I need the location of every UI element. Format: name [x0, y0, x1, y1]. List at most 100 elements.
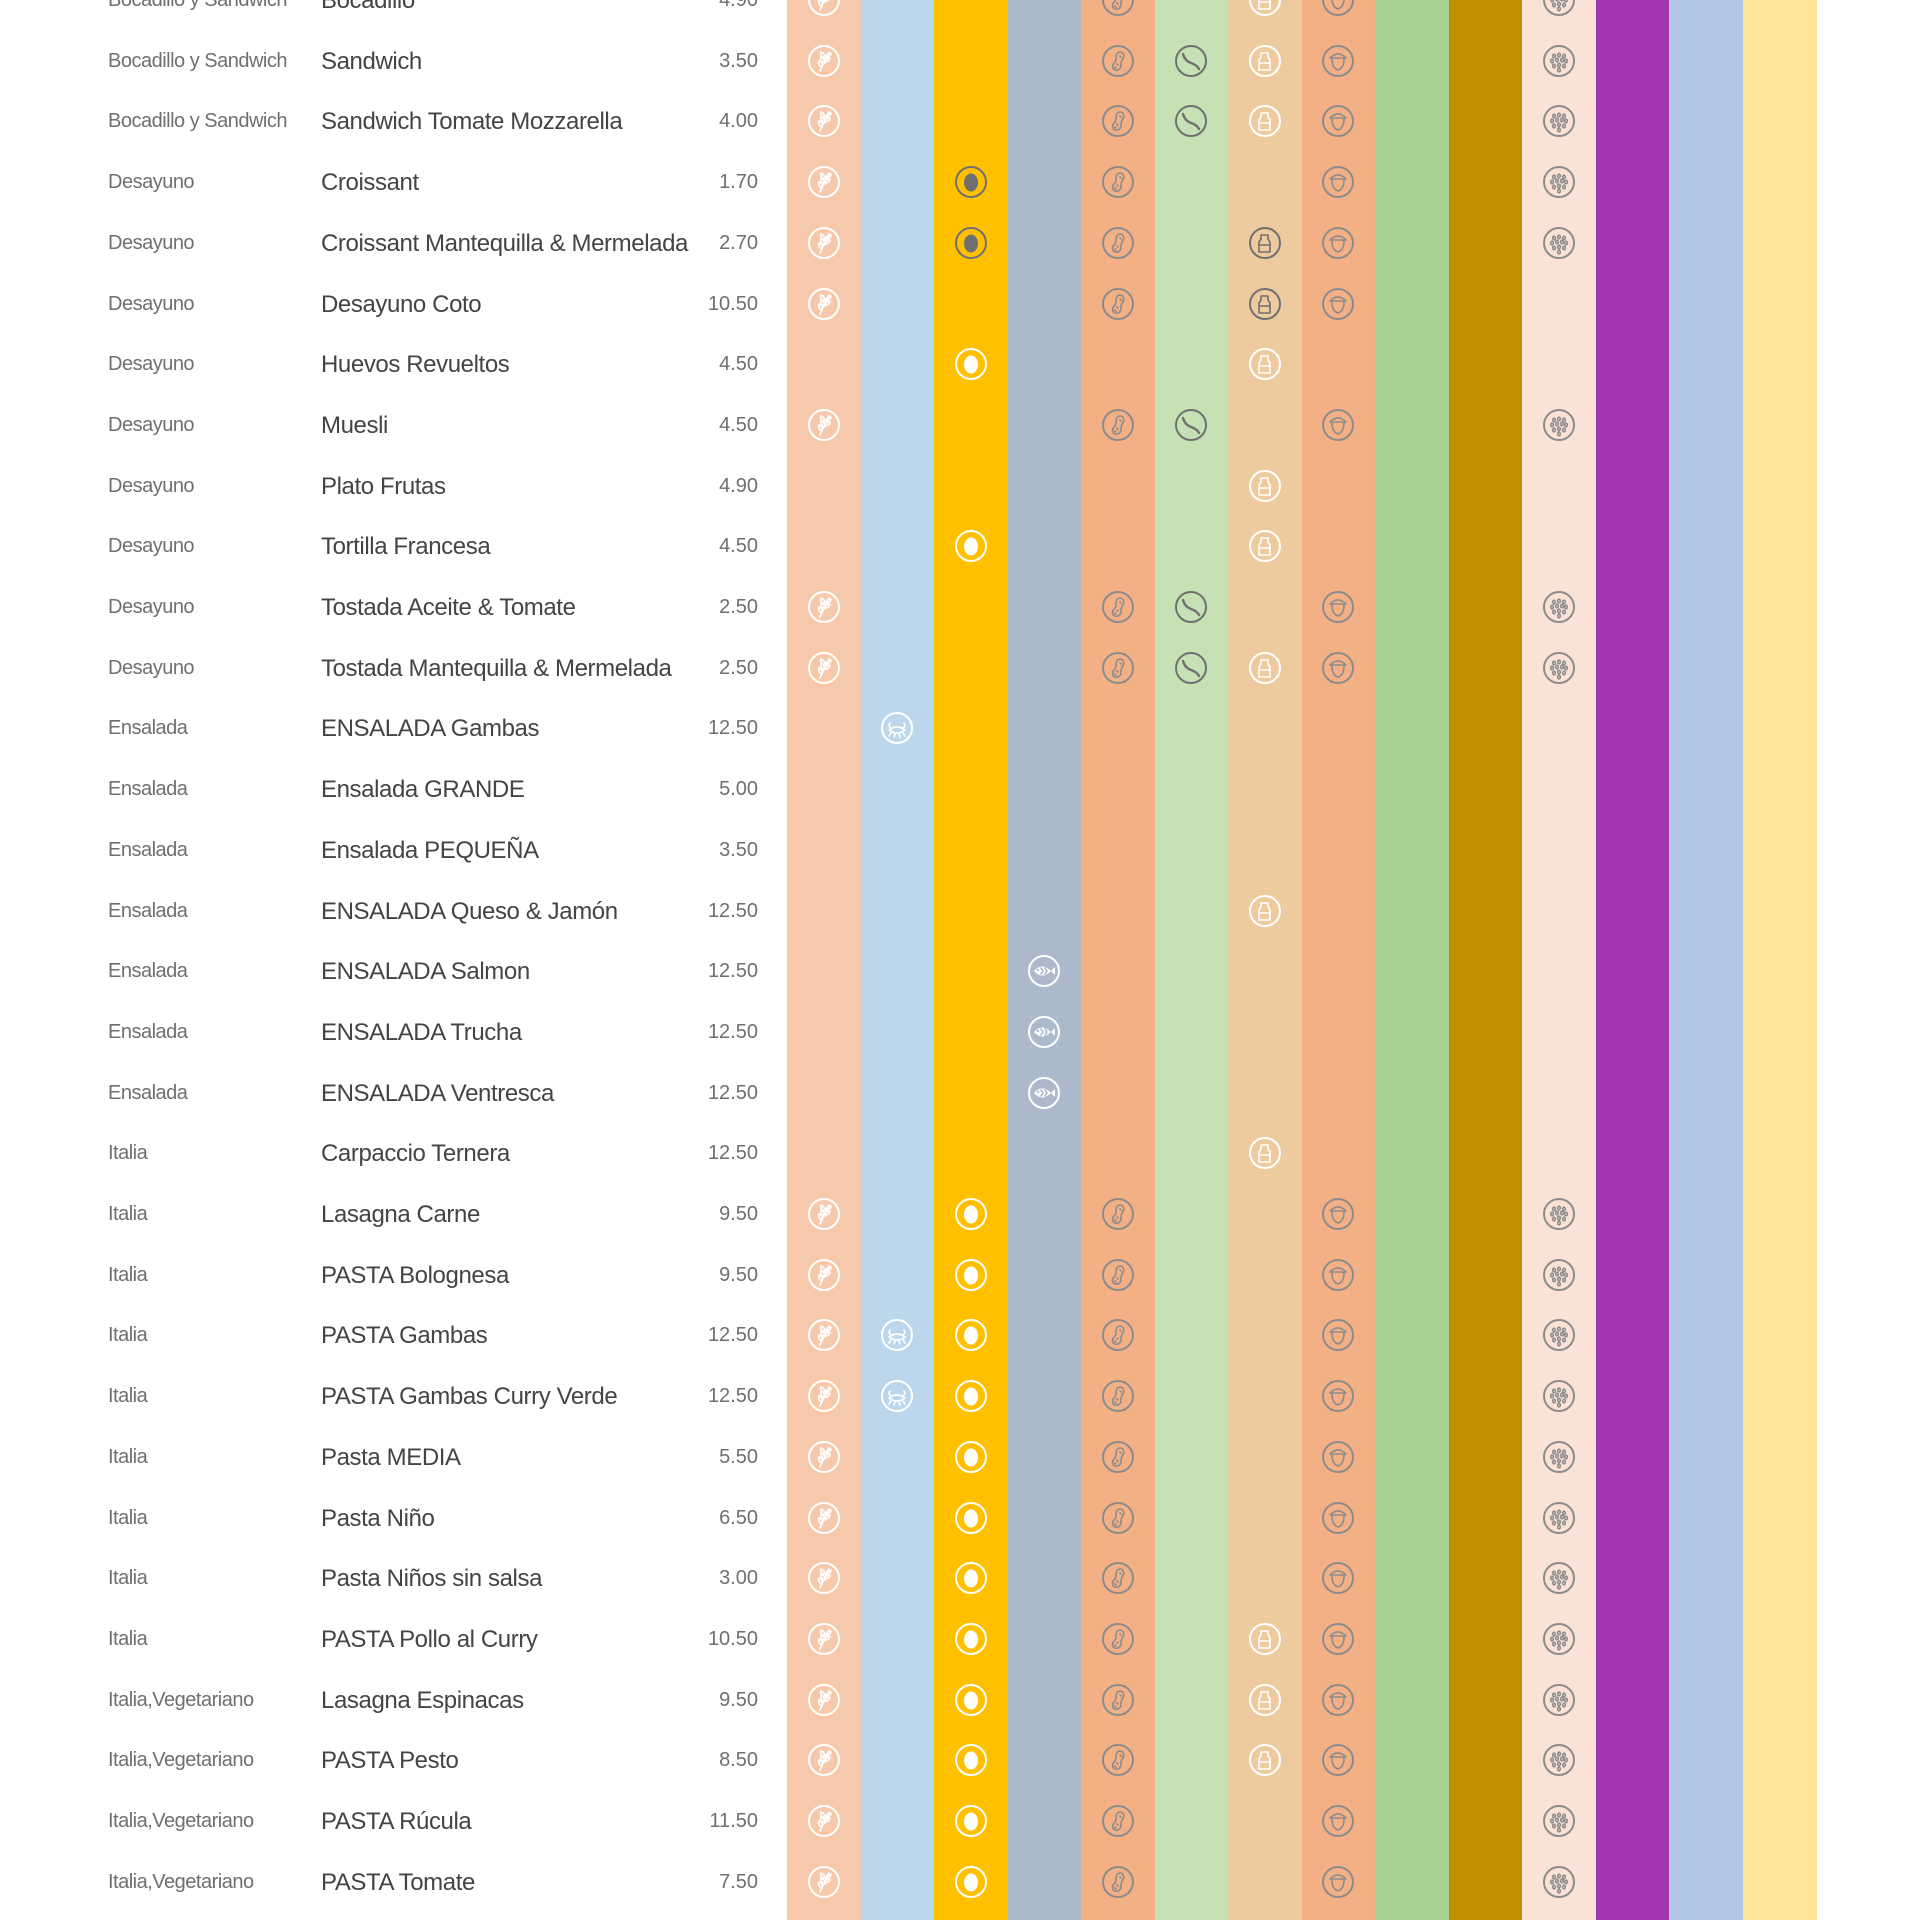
nut-icon: [1321, 1318, 1355, 1352]
dish-name: Pasta MEDIA: [321, 1443, 461, 1471]
nut-icon: [1321, 1561, 1355, 1595]
milk-bottle-icon: [1248, 104, 1282, 138]
soy-pod-icon: [1174, 590, 1208, 624]
peanut-icon: [1101, 590, 1135, 624]
sesame-icon: [1542, 226, 1576, 260]
wheat-icon: [807, 1683, 841, 1717]
sesame-icon: [1542, 44, 1576, 78]
milk-bottle-icon: [1248, 287, 1282, 321]
sesame-icon: [1542, 0, 1576, 17]
peanut-icon: [1101, 0, 1135, 17]
menu-row: Ensalada ENSALADA Trucha 12.50: [0, 1002, 1920, 1063]
dish-name: Croissant: [321, 169, 419, 197]
dish-price: 9.50: [719, 1688, 758, 1711]
egg-icon: [954, 1865, 988, 1899]
sesame-icon: [1542, 408, 1576, 442]
dish-category: Italia: [108, 1203, 148, 1225]
menu-row: Italia Pasta Niños sin salsa 3.00: [0, 1548, 1920, 1609]
dish-category: Ensalada: [108, 717, 188, 740]
menu-row: Italia,Vegetariano PASTA Tomate 7.50: [0, 1852, 1920, 1913]
milk-bottle-icon: [1248, 226, 1282, 260]
dish-price: 2.70: [719, 231, 758, 254]
dish-name: ENSALADA Trucha: [321, 1018, 522, 1046]
milk-bottle-icon: [1248, 651, 1282, 685]
dish-price: 12.50: [707, 899, 758, 922]
nut-icon: [1321, 1197, 1355, 1231]
dish-category: Desayuno: [108, 535, 195, 558]
menu-row: Desayuno Huevos Revueltos 4.50: [0, 334, 1920, 395]
dish-price: 4.50: [719, 413, 758, 436]
egg-icon: [954, 1197, 988, 1231]
dish-name: Desayuno Coto: [321, 290, 482, 318]
dish-category: Desayuno: [108, 596, 195, 618]
nut-icon: [1321, 287, 1355, 321]
dish-category: Desayuno: [108, 292, 195, 315]
dish-category: Ensalada: [108, 1081, 188, 1104]
wheat-icon: [807, 1743, 841, 1777]
menu-row: Bocadillo y Sandwich Sandwich 3.50: [0, 31, 1920, 92]
sesame-icon: [1542, 590, 1576, 624]
wheat-icon: [807, 1197, 841, 1231]
dish-category: Bocadillo y Sandwich: [108, 0, 288, 11]
menu-row: Italia Pasta MEDIA 5.50: [0, 1427, 1920, 1488]
menu-row: Bocadillo y Sandwich Bocadillo 4.90: [0, 0, 1920, 31]
fish-icon: [1027, 954, 1061, 988]
egg-icon: [954, 1683, 988, 1717]
dish-category: Ensalada: [108, 899, 188, 922]
dish-category: Italia,Vegetariano: [108, 1749, 254, 1772]
dish-name: PASTA Pesto: [321, 1747, 459, 1775]
menu-row: Bocadillo y Sandwich Sandwich Tomate Mozz…: [0, 91, 1920, 152]
dish-name: PASTA Pollo al Curry: [321, 1625, 538, 1653]
peanut-icon: [1101, 1197, 1135, 1231]
dish-name: Tortilla Francesa: [321, 533, 491, 561]
menu-row: Italia PASTA Pollo al Curry 10.50: [0, 1609, 1920, 1670]
milk-bottle-icon: [1248, 1743, 1282, 1777]
wheat-icon: [807, 1318, 841, 1352]
wheat-icon: [807, 408, 841, 442]
dish-category: Bocadillo y Sandwich: [108, 49, 288, 72]
dish-category: Desayuno: [108, 171, 195, 194]
peanut-icon: [1101, 651, 1135, 685]
dish-category: Italia: [108, 1263, 148, 1286]
menu-row: Italia Carpaccio Ternera 12.50: [0, 1123, 1920, 1184]
dish-category: Desayuno: [108, 413, 195, 436]
column-celery: [1375, 0, 1450, 1920]
column-milk: [1228, 0, 1303, 1920]
soy-pod-icon: [1174, 408, 1208, 442]
dish-name: ENSALADA Gambas: [321, 715, 540, 743]
dish-category: Italia: [108, 1627, 148, 1650]
column-fish: [1007, 0, 1082, 1920]
nut-icon: [1321, 1622, 1355, 1656]
wheat-icon: [807, 226, 841, 260]
crab-icon: [880, 1318, 914, 1352]
wheat-icon: [807, 1501, 841, 1535]
milk-bottle-icon: [1248, 0, 1282, 17]
milk-bottle-icon: [1248, 1622, 1282, 1656]
menu-row: Italia,Vegetariano Lasagna Espinacas 9.50: [0, 1670, 1920, 1731]
sesame-icon: [1542, 1258, 1576, 1292]
menu-row: Italia Pasta Niño 6.50: [0, 1488, 1920, 1549]
menu-row: Ensalada Ensalada PEQUEÑA 3.50: [0, 820, 1920, 881]
dish-price: 12.50: [707, 1142, 758, 1165]
dish-category: Italia,Vegetariano: [108, 1688, 254, 1711]
fish-icon: [1027, 1015, 1061, 1049]
milk-bottle-icon: [1248, 529, 1282, 563]
dish-category: Italia: [108, 1324, 148, 1347]
dish-price: 3.50: [719, 838, 758, 861]
dish-name: Ensalada GRANDE: [321, 776, 525, 804]
menu-row: Italia PASTA Gambas 12.50: [0, 1305, 1920, 1366]
nut-icon: [1321, 1865, 1355, 1899]
dish-price: 12.50: [707, 717, 758, 740]
column-peanuts: [1081, 0, 1156, 1920]
milk-bottle-icon: [1248, 1683, 1282, 1717]
peanut-icon: [1101, 1258, 1135, 1292]
sesame-icon: [1542, 1379, 1576, 1413]
sesame-icon: [1542, 1743, 1576, 1777]
milk-bottle-icon: [1248, 1136, 1282, 1170]
egg-icon: [954, 1622, 988, 1656]
dish-name: Sandwich: [321, 47, 422, 75]
dish-name: PASTA Bolognesa: [321, 1261, 509, 1289]
sesame-icon: [1542, 651, 1576, 685]
peanut-icon: [1101, 1561, 1135, 1595]
wheat-icon: [807, 1804, 841, 1838]
